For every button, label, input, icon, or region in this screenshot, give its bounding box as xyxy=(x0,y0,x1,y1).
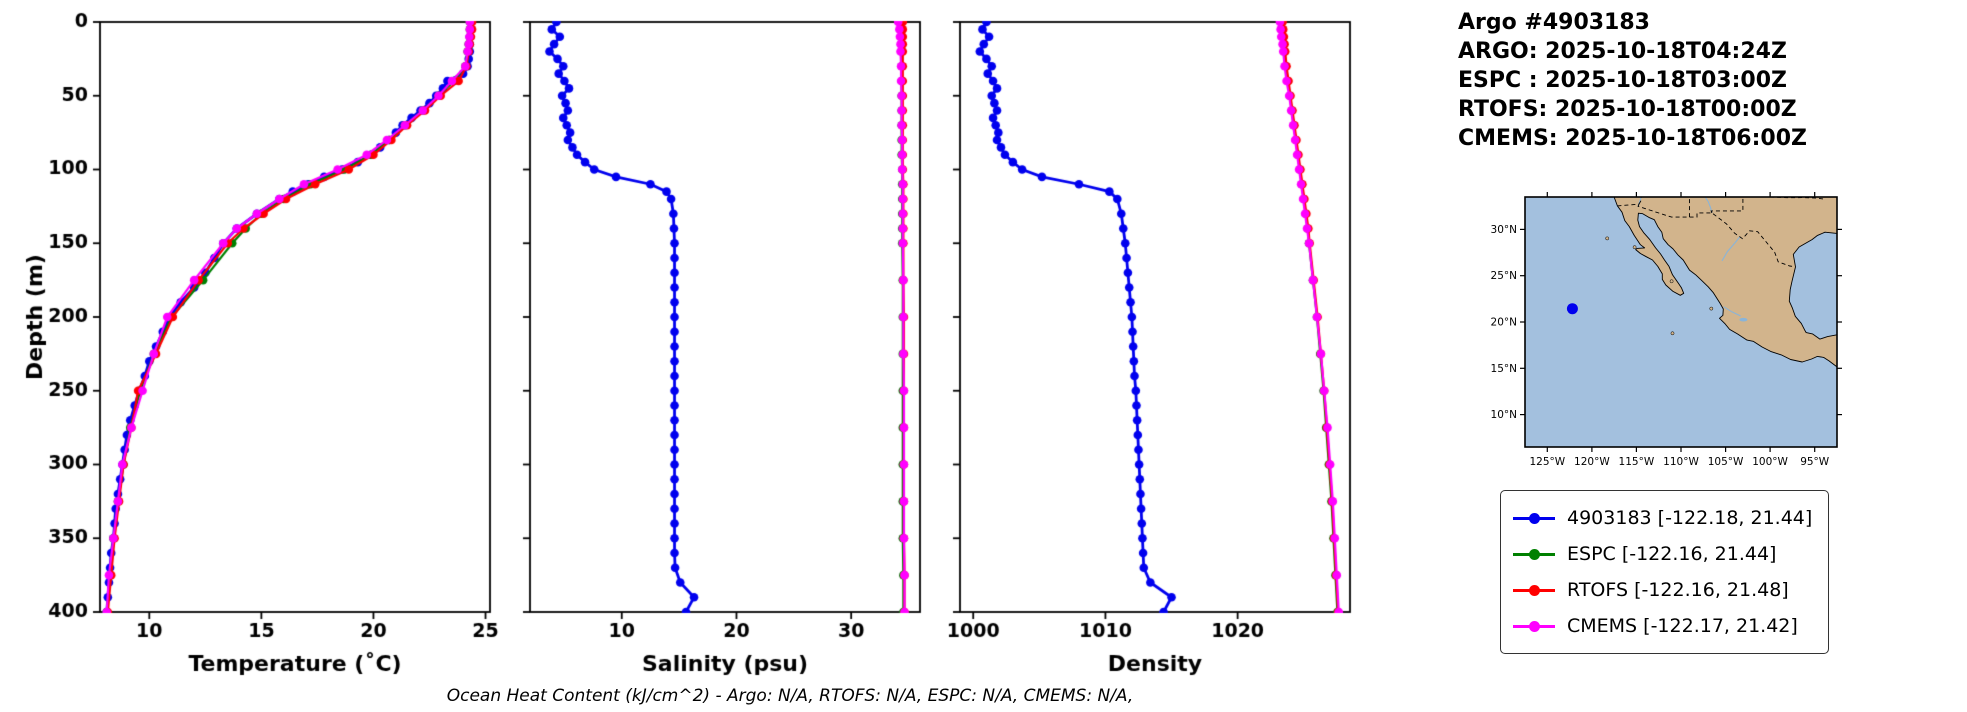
legend-item-rtofs: RTOFS [-122.16, 21.48] xyxy=(1513,572,1812,608)
legend-line-marker-icon xyxy=(1513,583,1555,598)
svg-text:110°W: 110°W xyxy=(1663,456,1699,468)
svg-text:100°W: 100°W xyxy=(1752,456,1788,468)
temperature-profile-chart xyxy=(0,0,500,700)
legend: 4903183 [-122.18, 21.44] ESPC [-122.16, 2… xyxy=(1500,490,1830,654)
svg-text:25°N: 25°N xyxy=(1491,270,1517,282)
legend-label: 4903183 [-122.18, 21.44] xyxy=(1567,507,1813,529)
legend-line-marker-icon xyxy=(1513,511,1555,526)
legend-line-marker-icon xyxy=(1513,547,1555,562)
legend-item-cmems: CMEMS [-122.17, 21.42] xyxy=(1513,608,1812,644)
svg-text:10°N: 10°N xyxy=(1491,409,1517,421)
svg-text:30°N: 30°N xyxy=(1491,224,1517,236)
salinity-profile-chart xyxy=(518,0,932,700)
legend-label: ESPC [-122.16, 21.44] xyxy=(1567,543,1777,565)
svg-text:115°W: 115°W xyxy=(1619,456,1655,468)
legend-item-4903183: 4903183 [-122.18, 21.44] xyxy=(1513,500,1812,536)
info-panel: Argo #4903183 ARGO: 2025-10-18T04:24Z ES… xyxy=(1440,0,1967,712)
svg-text:125°W: 125°W xyxy=(1529,456,1565,468)
location-map: 125°W 120°W 115°W 110°W 105°W 100°W 95°W 30°N 25… xyxy=(1491,192,1842,468)
svg-text:95°W: 95°W xyxy=(1800,456,1830,468)
svg-text:105°W: 105°W xyxy=(1708,456,1744,468)
density-profile-chart xyxy=(948,0,1362,700)
float-location-marker xyxy=(1566,303,1578,315)
legend-label: CMEMS [-122.17, 21.42] xyxy=(1567,615,1798,637)
svg-text:15°N: 15°N xyxy=(1491,363,1517,375)
legend-line-marker-icon xyxy=(1513,619,1555,634)
svg-text:120°W: 120°W xyxy=(1574,456,1610,468)
legend-label: RTOFS [-122.16, 21.48] xyxy=(1567,579,1789,601)
float-title: Argo #4903183 xyxy=(1458,10,1650,35)
svg-text:20°N: 20°N xyxy=(1491,317,1517,329)
ocean-heat-content-note: Ocean Heat Content (kJ/cm^2) - Argo: N/A… xyxy=(446,686,1134,706)
title-block: Argo #4903183 ARGO: 2025-10-18T04:24Z ES… xyxy=(1458,8,1967,153)
argo-timestamp: ARGO: 2025-10-18T04:24Z xyxy=(1458,39,1787,64)
cmems-timestamp: CMEMS: 2025-10-18T06:00Z xyxy=(1458,126,1807,151)
rtofs-timestamp: RTOFS: 2025-10-18T00:00Z xyxy=(1458,97,1797,122)
legend-item-espc: ESPC [-122.16, 21.44] xyxy=(1513,536,1812,572)
espc-timestamp: ESPC : 2025-10-18T03:00Z xyxy=(1458,68,1787,93)
